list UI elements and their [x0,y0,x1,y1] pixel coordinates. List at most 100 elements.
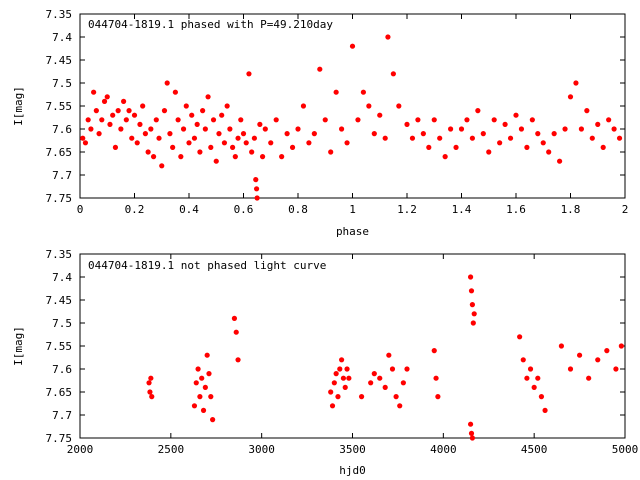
data-point [584,108,590,114]
data-point [191,403,198,409]
data-point [371,371,377,377]
data-point [219,112,225,118]
y-tick-label: 7.7 [52,169,72,182]
data-point [251,135,257,141]
x-tick-label: 4500 [521,443,548,456]
data-point [613,366,619,372]
x-tick-label: 2 [622,203,629,216]
data-point [497,140,503,146]
data-point [404,366,410,372]
x-tick-label: 0.6 [234,203,254,216]
data-point [328,149,334,155]
data-point [435,394,441,400]
data-point [295,126,301,132]
data-point [366,103,372,109]
data-point [344,140,350,146]
data-point [535,375,541,381]
data-point [126,108,132,114]
data-point [91,89,97,95]
data-point [172,89,178,95]
data-point [262,126,268,132]
data-point [150,154,157,160]
data-point [123,117,129,123]
data-point [524,375,530,381]
data-point [235,135,241,141]
data-point [339,357,345,363]
data-point [232,154,238,160]
data-point [193,380,199,386]
data-point [576,352,583,358]
data-point [335,394,341,400]
data-point [197,394,203,400]
data-point [328,389,334,395]
chart-title: 044704-1819.1 not phased light curve [88,259,326,272]
data-point [557,158,563,164]
data-point [121,98,127,104]
data-point [249,149,255,155]
x-tick-label: 1.8 [561,203,581,216]
data-point [110,112,116,118]
data-point [107,121,113,127]
data-point [337,366,343,372]
data-point [200,407,207,413]
data-point [558,343,565,349]
data-point [355,117,361,123]
x-tick-label: 1.4 [452,203,472,216]
data-point [88,126,94,132]
data-point [433,375,439,381]
data-point [329,403,336,409]
data-point [349,43,356,49]
data-point [469,302,475,308]
x-axis-label: hjd0 [339,464,366,477]
data-point [358,394,365,400]
data-point [507,135,514,141]
data-point [202,384,208,390]
data-point [491,117,497,123]
data-point [197,149,203,155]
data-point [458,126,465,132]
data-point [210,117,217,123]
data-point [600,144,606,150]
data-point [431,348,437,354]
data-point [85,117,91,123]
data-point [393,394,399,400]
data-point [469,435,475,441]
data-point [453,144,459,150]
data-point [311,131,317,137]
y-tick-label: 7.35 [46,248,73,261]
x-tick-label: 1 [349,203,356,216]
data-point [360,89,366,95]
data-point [595,357,601,363]
data-point [149,394,155,400]
data-point [368,380,374,386]
data-point [202,126,208,132]
data-point [199,375,205,381]
data-point [331,380,337,386]
data-point [216,131,222,137]
data-point [112,144,119,150]
data-point [606,117,612,123]
y-tick-label: 7.75 [46,192,73,205]
data-point [527,366,534,372]
data-point [502,121,508,127]
data-point [518,126,525,132]
y-tick-label: 7.55 [46,100,73,113]
data-point [538,394,545,400]
data-point [259,154,266,160]
data-point [159,163,165,169]
x-tick-label: 1.6 [506,203,526,216]
data-point [562,126,568,132]
plot-frame [79,13,626,199]
data-point [118,126,124,132]
data-point [101,98,108,104]
data-point [147,389,153,395]
data-point [377,112,383,118]
data-point [342,384,348,390]
data-point [420,131,426,137]
data-point [396,103,402,109]
data-point [204,352,210,358]
data-point [145,149,151,155]
data-point [333,89,339,95]
data-point [186,140,192,146]
